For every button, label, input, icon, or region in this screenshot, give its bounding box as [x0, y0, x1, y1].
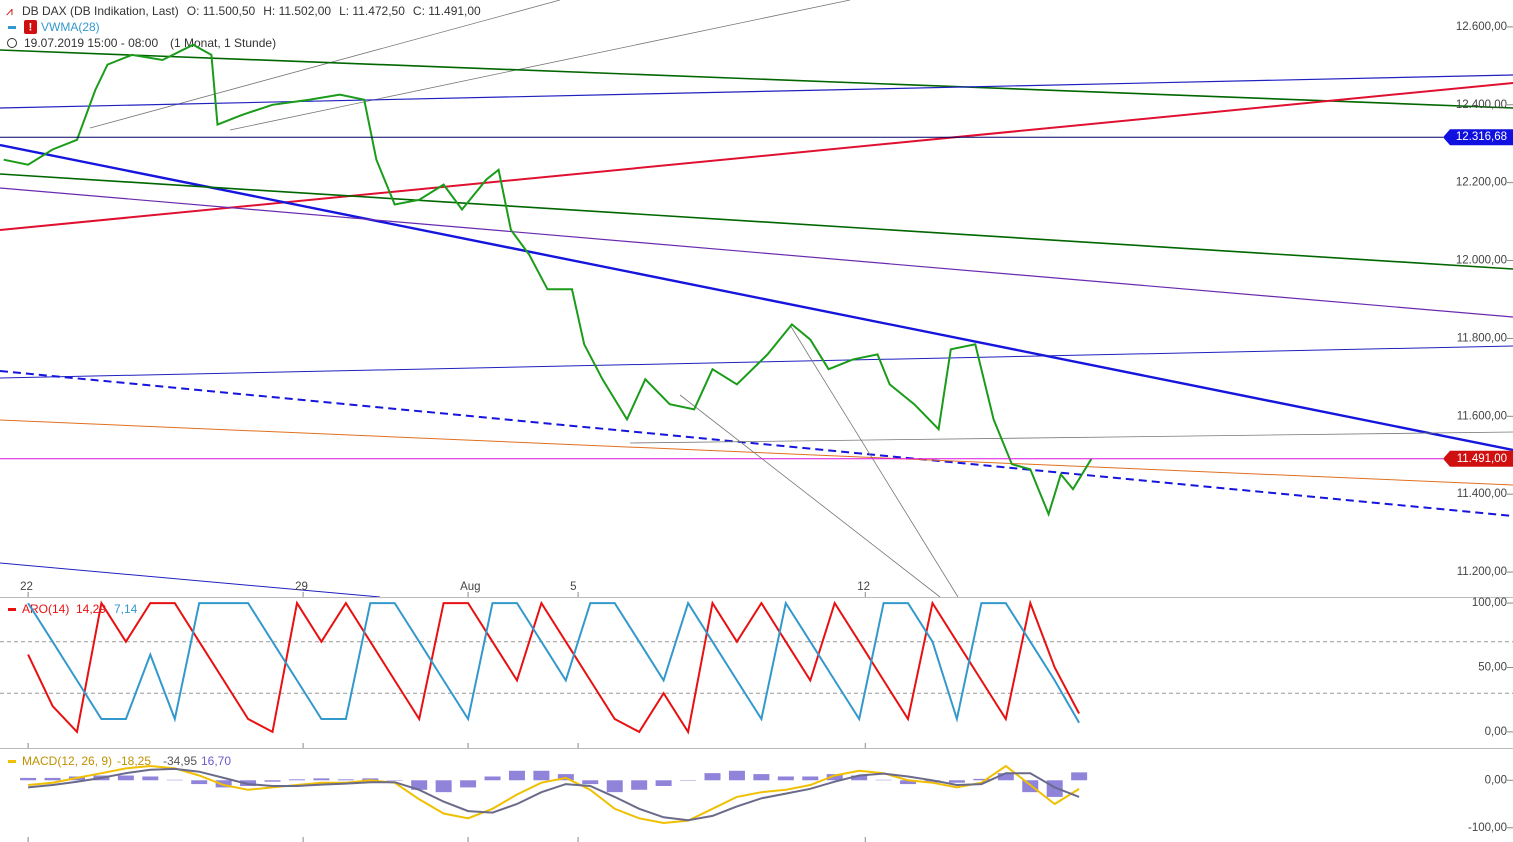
- ohlc-value: H: 11.502,00: [263, 4, 331, 18]
- panel: 12.600,00 12.400,00 12.200,00 12.000,00 11.8…: [0, 21, 1513, 842]
- macd-value: -18,25: [117, 754, 151, 768]
- x-tick-label: 29: [295, 581, 308, 593]
- histogram-bar: [215, 780, 232, 788]
- histogram-bar: [606, 780, 623, 793]
- ohlc-value: L: 11.472,50: [339, 4, 405, 18]
- y-tick-label: 100,00: [1472, 597, 1507, 609]
- histogram-bar: [655, 780, 672, 786]
- x-tick-label: 5: [570, 581, 576, 593]
- price-badge: [1443, 129, 1513, 146]
- histogram-bar: [728, 770, 745, 781]
- y-tick-label: -100,00: [1468, 822, 1507, 834]
- histogram-bar: [753, 774, 770, 781]
- legend-swatch: [8, 26, 16, 29]
- y-tick-label: 12.000,00: [1456, 255, 1507, 267]
- y-tick-label: 11.400,00: [1457, 488, 1507, 500]
- histogram-bar: [337, 779, 354, 781]
- macd-legend: MACD(12, 26, 9): [22, 754, 112, 768]
- histogram-bar: [435, 780, 452, 793]
- histogram-bar: [777, 776, 794, 781]
- histogram-bar: [1071, 772, 1088, 781]
- histogram-bar: [44, 777, 61, 781]
- alert-icon: [24, 20, 37, 34]
- histogram-bar: [20, 777, 37, 781]
- ohlc-value: C: 11.491,00: [413, 4, 481, 18]
- series-line: [28, 767, 1080, 822]
- y-tick-label: 12.200,00: [1456, 177, 1507, 189]
- x-tick-label: 12: [857, 581, 870, 593]
- histogram-bar: [142, 776, 159, 781]
- histogram-bar: [631, 780, 648, 790]
- histogram-bar: [826, 774, 843, 781]
- legend-swatch: [8, 760, 16, 763]
- chart-title: DB DAX (DB Indikation, Last): [22, 4, 179, 18]
- price-badge-label: 11.491,00: [1457, 453, 1507, 465]
- histogram-bar: [313, 778, 330, 781]
- series-line: [28, 764, 1080, 825]
- histogram-bar: [704, 773, 721, 781]
- histogram-bar: [484, 776, 501, 781]
- histogram-bar: [582, 780, 599, 785]
- histogram-bar: [851, 775, 868, 781]
- trend-lines: [0, 0, 1513, 598]
- histogram-bar: [900, 780, 917, 785]
- price-badge: [1443, 450, 1513, 467]
- macd-value: -34,95: [163, 754, 197, 768]
- series-line: [27, 599, 1080, 735]
- ohlc-value: O: 11.500,50: [187, 4, 256, 18]
- histogram-bar: [533, 770, 550, 781]
- histogram-bar: [117, 775, 134, 781]
- indicator-label: VWMA(28): [41, 20, 100, 34]
- histogram-bar: [191, 780, 208, 785]
- y-tick-label: 12.600,00: [1456, 21, 1507, 33]
- y-tick-label: 50,00: [1478, 662, 1507, 674]
- y-tick-label: 11.600,00: [1457, 410, 1507, 422]
- histogram-bar: [288, 779, 305, 781]
- alert-mark: !: [29, 21, 33, 33]
- icon: ⩘: [6, 4, 13, 18]
- panel: 100,00 50,00 0,00: [0, 597, 1513, 738]
- histogram-bar: [264, 780, 281, 782]
- histogram-bar: [460, 780, 477, 788]
- histogram-bar: [948, 780, 965, 783]
- histogram-bar: [508, 770, 525, 781]
- y-tick-label: 12.400,00: [1456, 99, 1507, 111]
- histogram-bar: [924, 780, 941, 783]
- price-badge-label: 12.316,68: [1456, 131, 1507, 143]
- aroon-value: 7,14: [114, 602, 138, 616]
- y-tick-label: 0,00: [1485, 726, 1507, 738]
- macd-value: 16,70: [201, 754, 231, 768]
- y-tick-label: 11.200,00: [1457, 566, 1507, 578]
- series-line: [3, 43, 1093, 518]
- header: ⩘ DB DAX (DB Indikation, Last) ! VWMA(28…: [6, 4, 276, 768]
- histogram-bar: [802, 776, 819, 781]
- period: 19.07.2019 15:00 - 08:00: [24, 36, 158, 50]
- x-tick-label: 22: [20, 581, 33, 593]
- x-tick-label: Aug: [460, 581, 480, 593]
- histogram-bar: [973, 778, 990, 781]
- clock-icon: [7, 38, 17, 48]
- histogram-bar: [997, 773, 1014, 781]
- y-tick-label: 11.800,00: [1457, 332, 1507, 344]
- legend-swatch: [8, 608, 16, 611]
- y-tick-label: 0,00: [1485, 774, 1507, 786]
- series-line: [27, 600, 1080, 724]
- panel: 0,00 -100,00: [20, 764, 1513, 834]
- histogram-bar: [411, 780, 428, 790]
